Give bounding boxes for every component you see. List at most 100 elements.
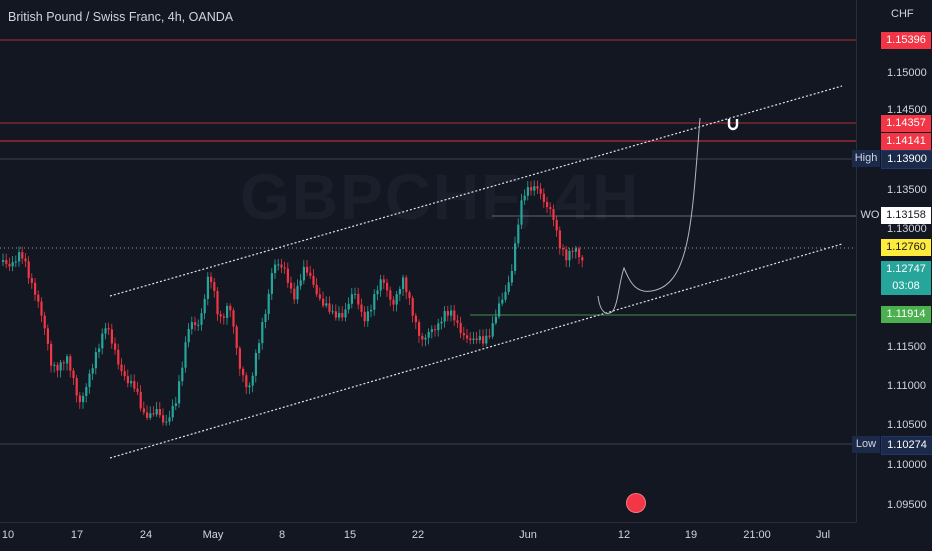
price-tick: 1.14500	[887, 104, 927, 116]
candle-body	[245, 375, 248, 388]
chart-area[interactable]: GBPCHF, 4H British Pound / Swiss Franc, …	[0, 0, 856, 522]
candle-body	[232, 310, 235, 327]
candle-body	[267, 293, 270, 314]
candle-body	[379, 279, 382, 291]
candle-body	[418, 322, 421, 336]
candle-body	[165, 421, 168, 423]
candle-body	[565, 249, 568, 261]
candle-body	[190, 322, 193, 330]
candle-body	[555, 219, 558, 231]
candle-body	[526, 187, 529, 196]
candle-body	[507, 282, 510, 292]
candle-body	[98, 348, 101, 353]
candle-body	[398, 289, 401, 295]
candle-body	[101, 333, 104, 349]
candle-body	[539, 188, 542, 194]
candle-body	[296, 285, 299, 300]
candle-body	[40, 301, 43, 316]
candle-body	[235, 326, 238, 349]
price-tick: 1.13500	[887, 184, 927, 196]
candle-body	[373, 294, 376, 310]
candle-body	[552, 208, 555, 220]
time-label: Jul	[815, 529, 831, 541]
candle-body	[136, 388, 139, 392]
candle-body	[437, 323, 440, 331]
current-price: 1.12747	[886, 263, 926, 275]
candle-body	[370, 309, 373, 312]
candle-body	[510, 270, 513, 283]
price-chart[interactable]	[0, 0, 856, 522]
candle-body	[466, 335, 469, 339]
candle-body	[421, 335, 424, 340]
candle-body	[558, 230, 561, 249]
price-tag-red: 1.15396	[881, 32, 931, 49]
candle-body	[203, 298, 206, 314]
candle-body	[469, 338, 472, 340]
price-tick: 1.10000	[887, 459, 927, 471]
candle-body	[392, 299, 395, 305]
candle-body	[18, 252, 21, 262]
candle-body	[11, 262, 14, 267]
channel-lower	[109, 243, 843, 459]
magnet-icon[interactable]	[726, 117, 740, 131]
time-label: 10	[1, 529, 15, 541]
candle-body	[43, 315, 46, 329]
price-tag-yellow: 1.12760	[881, 239, 931, 256]
candle-body	[443, 311, 446, 322]
time-axis[interactable]: 10 17 24 May 8 15 22 Jun 12 19 21:00 Jul	[0, 522, 856, 551]
candle-body	[574, 248, 577, 252]
candle-body	[2, 260, 5, 262]
candle-body	[5, 260, 8, 264]
candle-body	[299, 280, 302, 286]
candle-body	[478, 336, 481, 341]
high-value-tag: 1.13900	[881, 150, 932, 169]
candle-body	[254, 352, 257, 376]
time-label: 8	[278, 529, 286, 541]
candle-body	[34, 282, 37, 295]
candle-body	[523, 195, 526, 201]
low-label: Low	[852, 436, 880, 453]
candle-body	[514, 243, 517, 271]
candles-group	[2, 180, 584, 426]
time-label: May	[202, 529, 224, 541]
candle-body	[549, 207, 552, 209]
watermark: GBPCHF, 4H	[240, 161, 641, 233]
candle-body	[357, 293, 360, 305]
price-axis[interactable]: CHF 1.15000 1.14500 1.13500 1.13000 1.11…	[856, 0, 932, 522]
candle-body	[411, 298, 414, 316]
candle-body	[306, 266, 309, 273]
time-label: 24	[139, 529, 153, 541]
candle-body	[475, 338, 478, 341]
candle-body	[53, 364, 56, 366]
time-label: 21:00	[743, 529, 771, 541]
candle-body	[213, 282, 216, 291]
candle-body	[354, 293, 357, 295]
price-tick: 1.11000	[887, 380, 926, 392]
candle-body	[222, 316, 225, 318]
candle-body	[158, 409, 161, 416]
candle-body	[517, 224, 520, 244]
candle-body	[238, 348, 241, 369]
uk-flag-icon[interactable]	[626, 493, 646, 513]
projection-path	[597, 117, 701, 314]
candle-body	[59, 362, 62, 371]
candle-body	[155, 409, 158, 415]
time-label: 22	[411, 529, 425, 541]
candle-body	[482, 336, 485, 344]
candle-body	[334, 311, 337, 318]
candle-body	[139, 391, 142, 409]
candle-body	[152, 413, 155, 415]
candle-body	[456, 320, 459, 323]
time-label: 12	[617, 529, 631, 541]
candle-body	[424, 337, 427, 340]
candle-body	[446, 311, 449, 316]
candle-body	[37, 294, 40, 302]
time-label: 17	[70, 529, 84, 541]
candle-body	[8, 263, 11, 267]
time-label: 15	[343, 529, 357, 541]
candle-body	[248, 385, 251, 388]
candle-body	[568, 250, 571, 261]
wo-value-tag: 1.13158	[881, 207, 931, 224]
support-price-tag: 1.11914	[881, 306, 931, 323]
candle-body	[78, 395, 81, 403]
